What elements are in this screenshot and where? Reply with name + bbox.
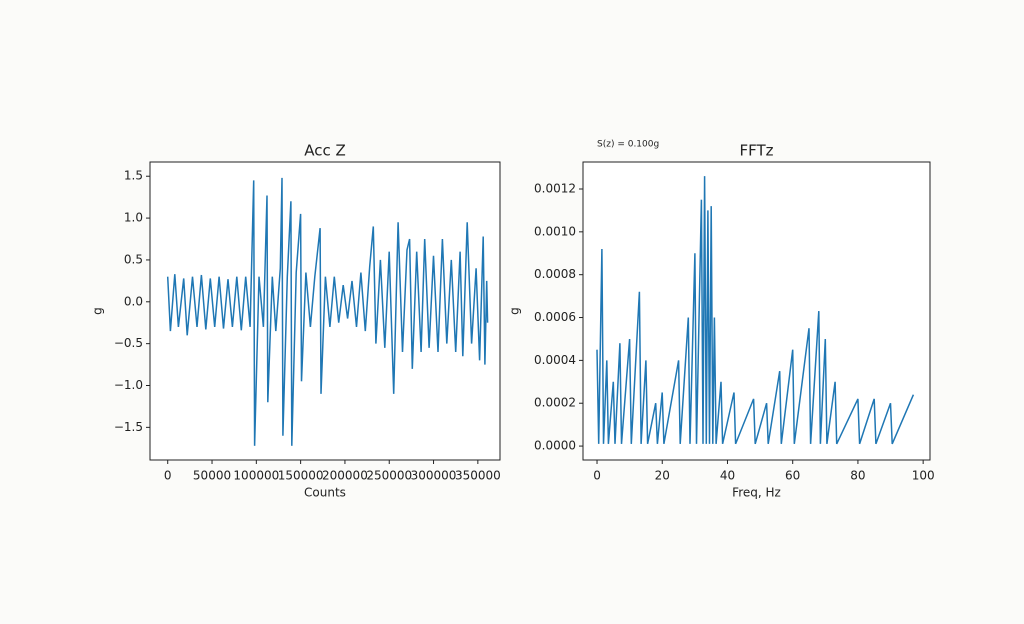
y-tick-label: 0.0004 — [534, 353, 576, 367]
x-tick-label: 100000 — [233, 469, 279, 483]
y-tick-label: 0.5 — [124, 252, 143, 266]
y-tick-label: 0.0012 — [534, 181, 576, 195]
y-tick-label: 0.0 — [124, 294, 143, 308]
x-tick-label: 0 — [164, 469, 172, 483]
x-tick-label: 100 — [912, 469, 935, 483]
x-tick-label: 0 — [593, 469, 601, 483]
x-axis-label: Freq, Hz — [732, 486, 781, 500]
y-tick-label: 0.0010 — [534, 224, 576, 238]
y-tick-label: 1.0 — [124, 211, 143, 225]
x-tick-label: 200000 — [322, 469, 368, 483]
y-tick-label: −1.5 — [114, 420, 143, 434]
x-tick-label: 80 — [850, 469, 865, 483]
x-tick-label: 40 — [720, 469, 735, 483]
x-axis-label: Counts — [304, 486, 346, 500]
y-tick-label: 0.0008 — [534, 267, 576, 281]
chart-title: Acc Z — [304, 142, 346, 160]
annotation: S(z) = 0.100g — [597, 140, 659, 150]
y-axis-label: g — [91, 307, 105, 315]
axes-frame — [582, 161, 931, 461]
x-tick-label: 300000 — [411, 469, 457, 483]
x-tick-label: 250000 — [366, 469, 412, 483]
y-axis-label: g — [508, 307, 522, 315]
axes-frame — [149, 161, 501, 461]
y-tick-label: 0.0002 — [534, 396, 576, 410]
x-tick-label: 350000 — [455, 469, 501, 483]
y-tick-label: −1.0 — [114, 378, 143, 392]
x-tick-label: 50000 — [193, 469, 231, 483]
x-tick-label: 150000 — [278, 469, 324, 483]
y-tick-label: 0.0006 — [534, 310, 576, 324]
signal-line — [166, 177, 489, 446]
axes-background — [150, 162, 500, 460]
x-tick-label: 20 — [655, 469, 670, 483]
x-tick-label: 60 — [785, 469, 800, 483]
signal-line — [596, 176, 915, 445]
axes-background — [583, 162, 930, 460]
y-tick-label: 1.5 — [124, 169, 143, 183]
chart-title: FFTz — [739, 142, 773, 160]
y-tick-label: 0.0000 — [534, 439, 576, 453]
y-tick-label: −0.5 — [114, 336, 143, 350]
